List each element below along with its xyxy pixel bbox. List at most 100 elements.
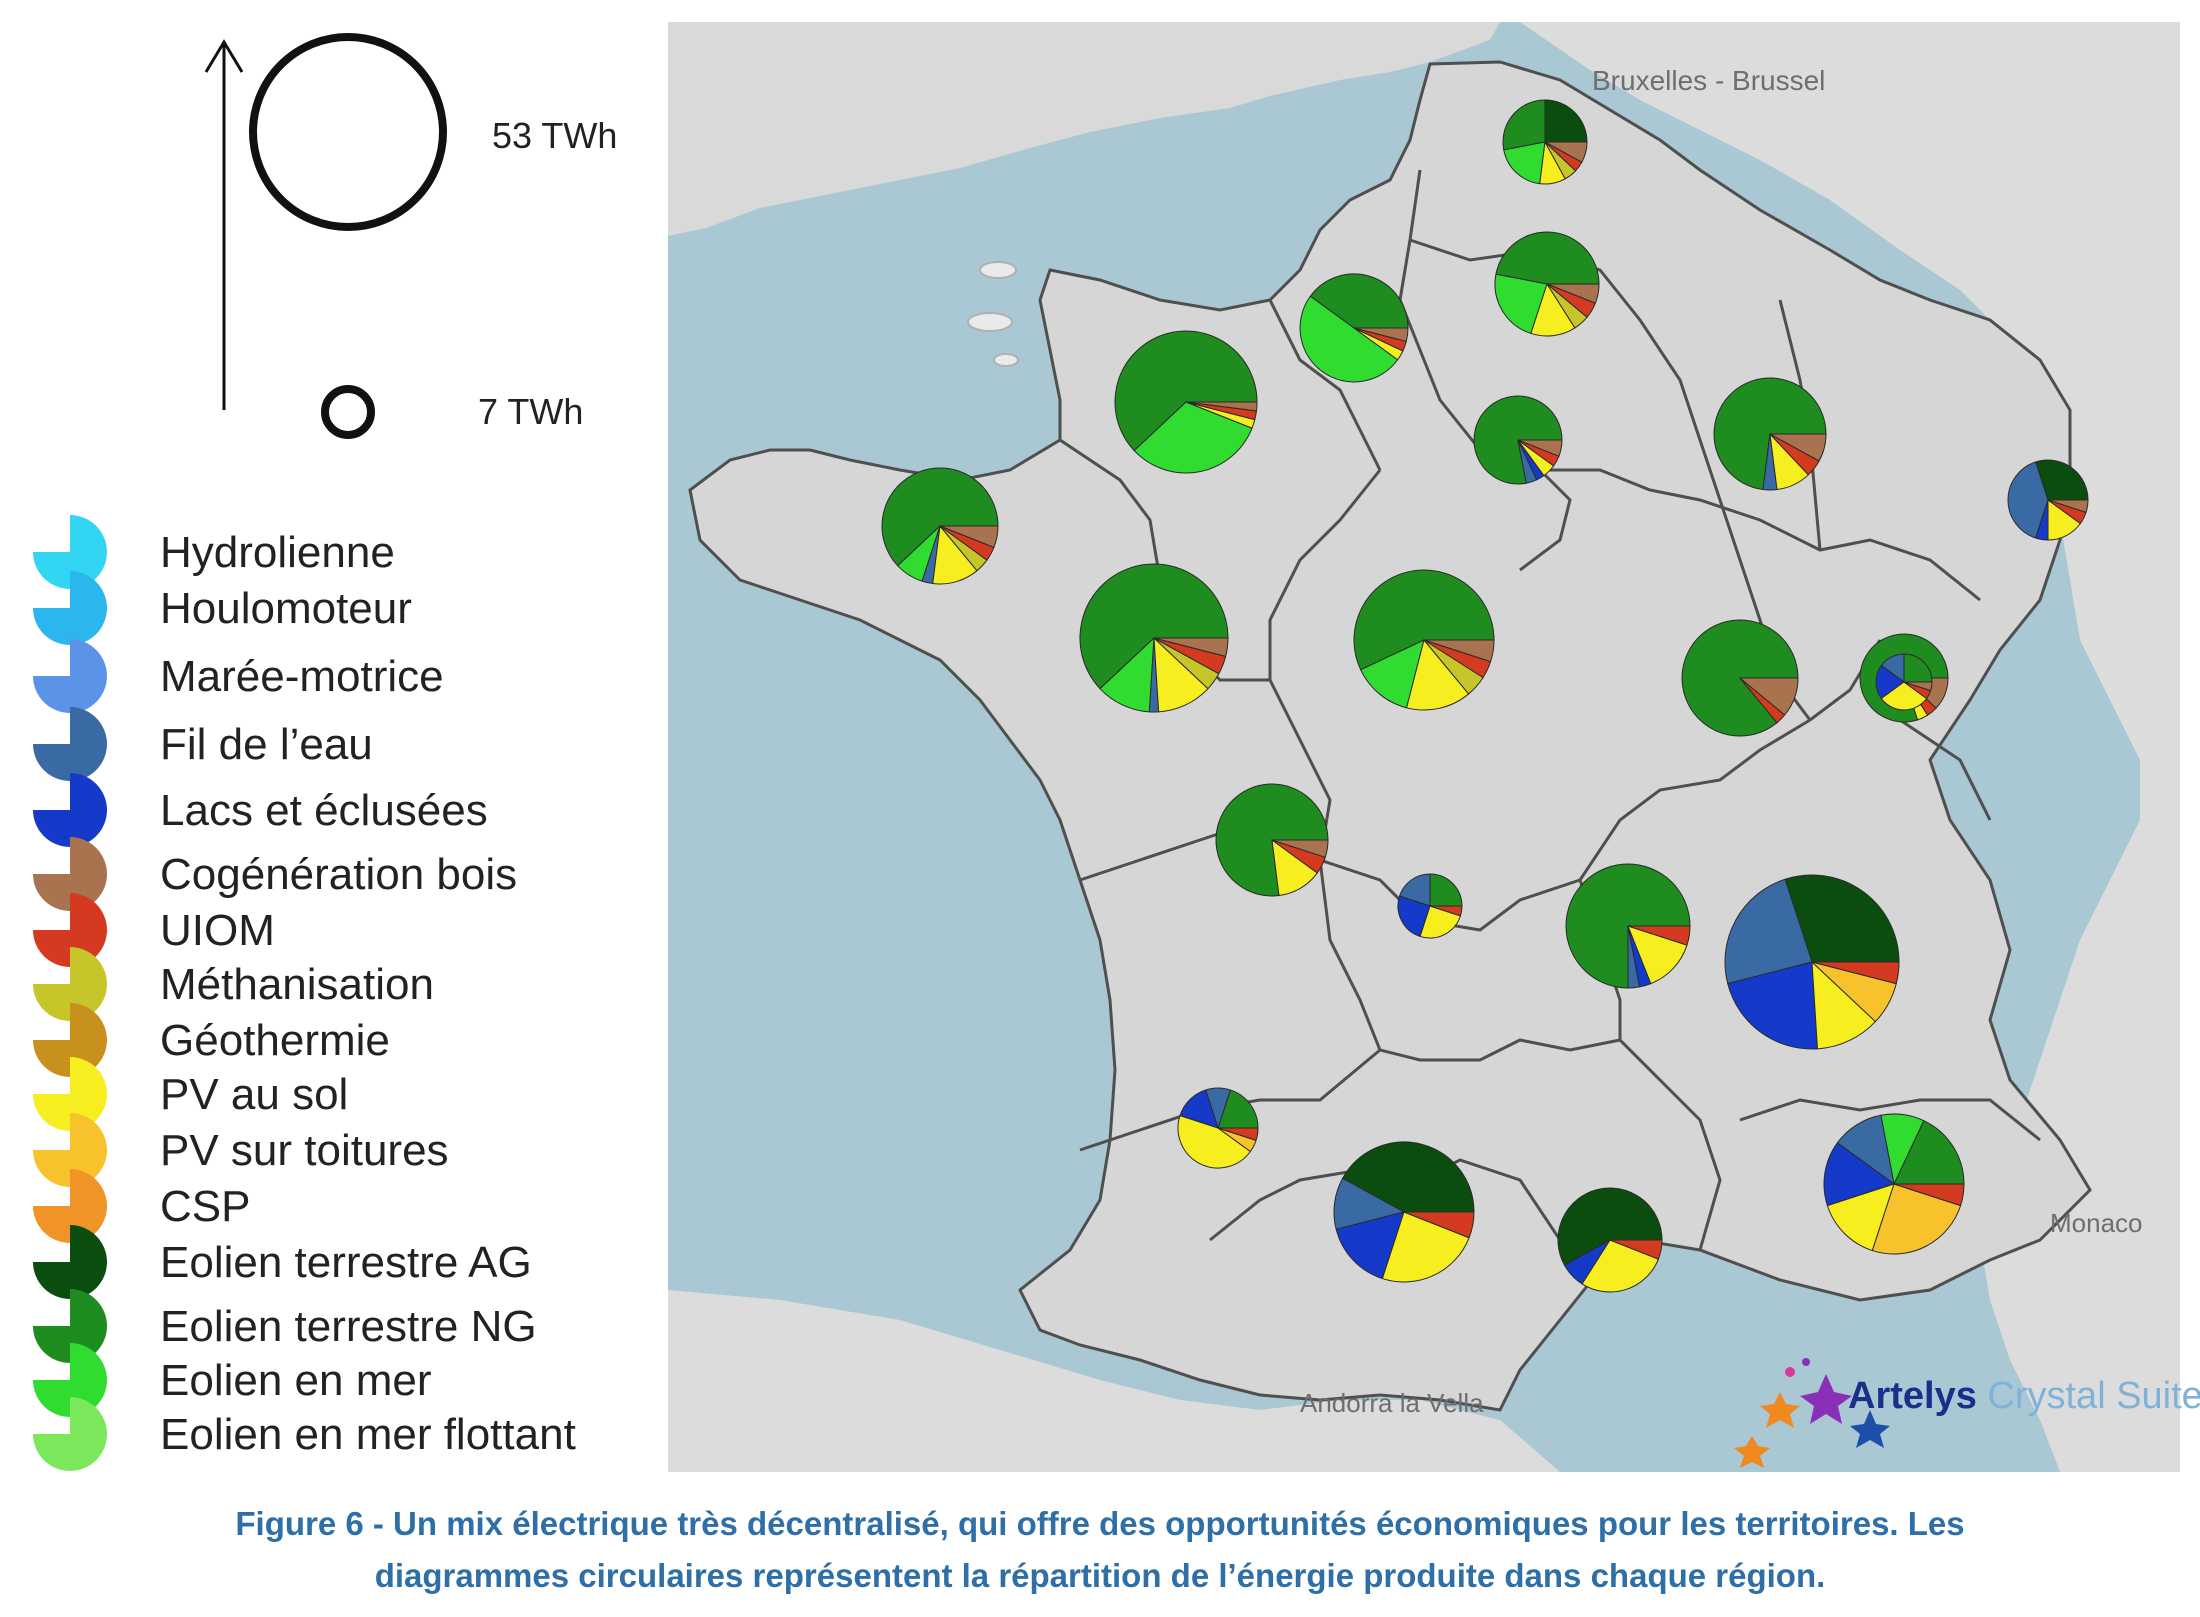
uk-landmass [668,22,1500,236]
pie-slice [1341,1141,1475,1213]
legend-item: Marée-motrice [33,639,444,713]
pie-slice [1727,961,1818,1050]
regional-pie-charts [881,99,2089,1293]
region-pie [881,467,999,585]
pie-slice [1784,874,1900,963]
pie-slice [1503,141,1546,185]
scale-label-small: 7 TWh [478,391,583,432]
neighbour-countries-east [1520,22,2180,1472]
legend-item: PV sur toitures [33,1113,449,1187]
pie-slice [1185,401,1258,412]
region-pie [1079,563,1229,713]
scale-circle-small [321,385,375,439]
map-label-brussels: Bruxelles - Brussel [1592,65,1825,96]
pie-slice [2007,461,2049,539]
legend-item: Eolien terrestre AG [33,1225,532,1299]
pie-slice [1359,639,1425,709]
legend-swatch [33,1003,107,1077]
legend-label: Houlomoteur [160,584,412,633]
brand-product: Crystal Suite [1977,1375,2200,1417]
legend-label: Méthanisation [160,960,434,1009]
pie-slice [1353,327,1409,343]
legend-label: Eolien terrestre NG [160,1302,537,1351]
pie-slice [2047,499,2089,513]
caption-line-1: Figure 6 - Un mix électrique très décent… [235,1505,1965,1542]
pie-slice [1405,638,1470,711]
pie-slice [1546,283,1600,304]
region-pie [1215,783,1329,897]
pie-slice [1871,1183,1962,1255]
legend-swatch [33,773,107,847]
pie-slice [1133,401,1253,474]
pie-slice [1299,295,1399,383]
legend-swatch [33,1057,107,1131]
region-pie [1494,231,1600,337]
pie-slice [1903,653,1933,683]
pie-slice [1114,330,1258,452]
pie-slice [1823,1142,1896,1207]
artelys-logo: Artelys Crystal Suite [1734,1358,2200,1468]
legend-swatch [33,1289,107,1363]
legend-label: Marée-motrice [160,652,444,701]
pie-slice [1398,873,1431,907]
pie-slice [1429,873,1463,907]
artelys-star-mark [1734,1358,1890,1468]
region-pie [1713,377,1827,491]
region-pie [1681,619,1799,737]
pie-slice [1811,961,1900,985]
pie-slice [1893,1183,1965,1207]
region-pie [1565,863,1691,989]
legend-swatch [33,515,107,589]
region-pie [1333,1141,1475,1283]
mediterranean-sea [1520,1290,2060,1472]
legend-label: Fil de l’eau [160,720,373,769]
figure-caption: Figure 6 - Un mix électrique très décent… [60,1498,2140,1602]
legend-item: CSP [33,1169,250,1243]
legend-swatch [33,837,107,911]
pie-slice [1494,273,1548,335]
map-label-andorra: Andorra la Vella [1300,1388,1484,1418]
legend-swatch [33,707,107,781]
pie-slice [1397,895,1431,938]
pie-slice [1153,637,1229,658]
region-pie [1724,874,1900,1050]
region-pie [1473,395,1563,485]
legend-item: Hydrolienne [33,515,395,589]
legend-swatch [33,1343,107,1417]
region-pie [1875,653,1933,711]
pie-slice [1893,1119,1965,1185]
brand-name: Artelys [1848,1375,1977,1417]
scale-arrow-head [204,39,244,73]
legend-item: Eolien en mer flottant [33,1397,576,1471]
pie-slice [1557,1187,1663,1266]
legend-label: Géothermie [160,1016,390,1065]
legend-swatch [33,1113,107,1187]
scale-circle-large [249,33,447,231]
legend-label: Eolien en mer [160,1356,431,1405]
pie-slice [1627,925,1691,946]
pie-slice [1517,439,1563,457]
pie-slice [1544,141,1588,163]
spain-landmass [668,1290,1560,1472]
legend-item: Lacs et éclusées [33,773,488,847]
legend-label: CSP [160,1182,250,1231]
pie-slice [1309,273,1409,329]
france-map: Bruxelles - Brussel Andorra la Vella Mon… [668,22,2180,1472]
legend-swatch [33,1397,107,1471]
legend-label: Eolien en mer flottant [160,1410,576,1459]
region-pie [1299,273,1409,383]
legend-label: Lacs et éclusées [160,786,488,835]
pie-slice [1419,905,1462,939]
legend-item: Géothermie [33,1003,390,1077]
legend-label: Eolien terrestre AG [160,1238,532,1287]
region-pie [1397,873,1463,939]
pie-slice [1271,839,1329,858]
pie-slice [1403,1211,1475,1239]
pie-slice [2035,459,2089,501]
region-pie [1353,569,1495,711]
energy-source-legend: Hydrolienne Houlomoteur Marée-motrice Fil d… [33,515,576,1471]
channel-islands [967,261,1019,367]
legend-item: Houlomoteur [33,571,412,645]
legend-swatch [33,639,107,713]
